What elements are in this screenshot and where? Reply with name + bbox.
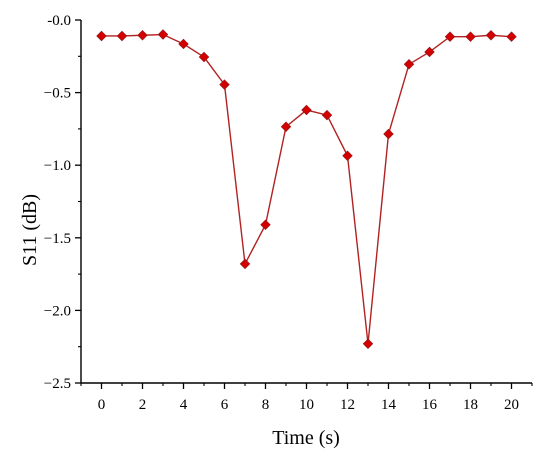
x-tick-label: 12	[340, 397, 355, 413]
data-point-marker	[157, 29, 169, 40]
y-tick-label: −1.5	[44, 231, 71, 247]
x-tick-label: 14	[381, 397, 397, 413]
data-point-marker	[444, 31, 456, 42]
data-point-marker	[280, 121, 292, 132]
data-point-marker	[137, 30, 148, 41]
data-point-marker	[403, 59, 415, 70]
x-tick-label: 18	[463, 397, 478, 413]
data-point-marker	[198, 51, 210, 63]
x-tick-label: 16	[422, 397, 438, 413]
data-point-marker	[116, 30, 128, 42]
series-line	[101, 33, 512, 344]
data-point-marker	[260, 219, 271, 230]
x-tick-label: 8	[262, 397, 270, 413]
data-point-marker	[342, 150, 353, 161]
x-tick-label: 2	[139, 397, 147, 413]
y-tick-label: −0.5	[44, 86, 71, 102]
y-tick-label: -0.0	[47, 13, 71, 29]
data-point-marker	[321, 109, 333, 121]
x-tick-label: 10	[299, 397, 314, 413]
y-tick-label: −2.0	[44, 303, 71, 319]
data-point-marker	[301, 104, 312, 116]
x-tick-label: 0	[98, 397, 106, 413]
x-axis-title: Time (s)	[272, 427, 340, 449]
ticks: -0.0 −0.5 −1.0 −1.5 −2.0 −2.5 0 2 4 6 8 10 12 14 16 18 2…	[44, 13, 533, 413]
y-tick-label: −2.5	[44, 376, 71, 392]
data-point-marker	[219, 79, 230, 90]
y-axis-title: S11 (dB)	[19, 194, 41, 266]
data-point-marker	[465, 31, 476, 42]
data-point-marker	[362, 338, 374, 350]
axes	[80, 20, 532, 384]
data-point-marker	[239, 258, 251, 270]
data-point-marker	[424, 46, 435, 58]
y-tick-label: −1.0	[44, 158, 71, 174]
x-tick-label: 4	[180, 397, 188, 413]
data-point-marker	[485, 30, 497, 41]
data-point-marker	[506, 31, 517, 42]
data-series	[96, 29, 517, 350]
x-tick-label: 6	[221, 397, 229, 413]
data-point-marker	[178, 38, 189, 50]
x-tick-label: 20	[504, 397, 519, 413]
data-point-marker	[96, 30, 107, 42]
data-point-marker	[383, 128, 394, 140]
